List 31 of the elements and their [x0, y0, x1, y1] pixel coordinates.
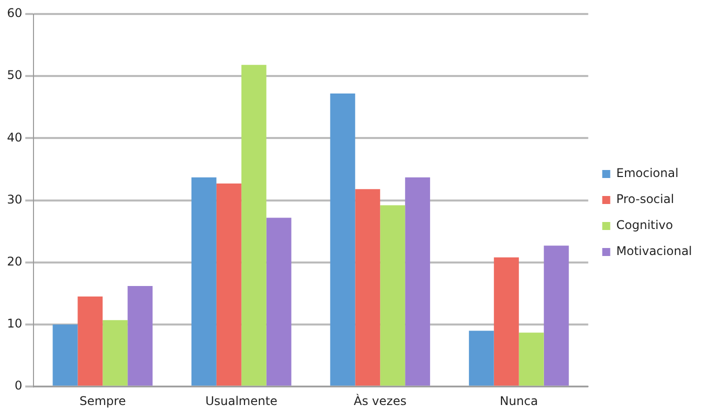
x-tick-label: Nunca [500, 394, 538, 408]
bar [128, 286, 153, 386]
bar [355, 189, 380, 386]
bar [494, 257, 519, 386]
y-tick-label: 40 [6, 130, 22, 144]
legend-label: Cognitivo [616, 218, 674, 232]
legend-label: Motivacional [616, 244, 692, 258]
legend-label: Emocional [616, 166, 678, 180]
bar [52, 324, 78, 386]
y-tick-label: 50 [6, 68, 22, 82]
y-tick-label: 0 [14, 378, 22, 393]
bar [544, 246, 569, 386]
x-tick-label: Às vezes [354, 392, 406, 408]
bar [241, 64, 266, 386]
y-tick-label: 30 [6, 192, 22, 206]
bar [102, 320, 128, 386]
bar [468, 330, 494, 386]
x-tick-label: Sempre [79, 394, 126, 408]
y-tick-label: 10 [6, 316, 22, 331]
y-tick-label: 20 [6, 254, 22, 269]
bar [266, 218, 292, 386]
bar [330, 93, 356, 386]
bar [191, 177, 216, 386]
bar [405, 177, 430, 386]
legend-label: Pro-social [616, 192, 674, 206]
bar [518, 332, 544, 386]
bar [380, 205, 406, 386]
bar [78, 296, 103, 386]
y-tick-label: 60 [6, 6, 22, 20]
bar [216, 184, 242, 386]
x-tick-label: Usualmente [205, 394, 278, 408]
